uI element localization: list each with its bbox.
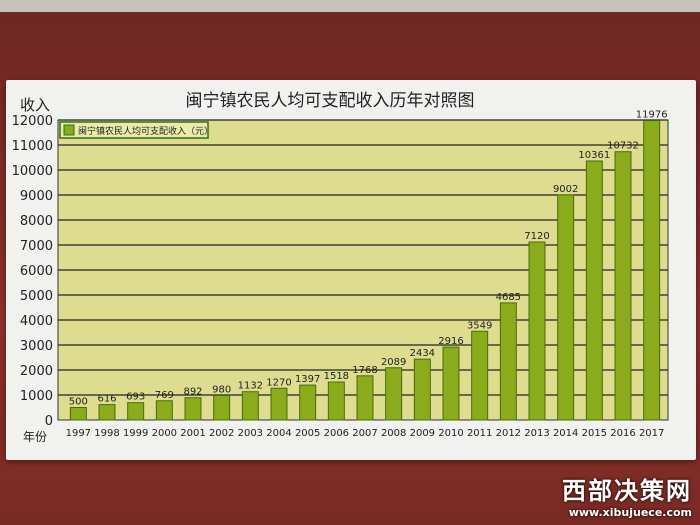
x-tick-label-2013: 2013 (524, 428, 549, 439)
x-tick-label-2009: 2009 (410, 428, 435, 439)
bar-2007 (356, 375, 374, 421)
data-label-2015: 10361 (578, 150, 610, 161)
y-tick-label: 0 (45, 414, 53, 429)
data-label-2017: 11976 (636, 110, 668, 121)
watermark-name: 西部决策网 (562, 476, 692, 505)
bar-2017 (643, 120, 661, 421)
legend: 闽宁镇农民人均可支配收入（元） (59, 121, 213, 139)
data-label-2012: 4685 (496, 292, 521, 303)
data-label-2010: 2916 (438, 336, 463, 347)
y-tick-label: 7000 (20, 239, 53, 254)
data-label-2002: 980 (212, 385, 231, 396)
y-axis-label: 收入 (20, 96, 50, 114)
y-tick-label: 11000 (12, 139, 53, 154)
data-label-2013: 7120 (524, 231, 549, 242)
legend-swatch (63, 124, 75, 136)
x-tick-label-2016: 2016 (610, 428, 635, 439)
y-tick-label: 12000 (12, 114, 53, 129)
bar-2003 (241, 391, 259, 421)
y-tick-label: 9000 (20, 189, 53, 204)
bar-2013 (528, 241, 546, 421)
background-strip (0, 0, 700, 12)
data-label-2009: 2434 (410, 348, 435, 359)
x-tick-label-2012: 2012 (496, 428, 521, 439)
y-tick-label: 2000 (20, 364, 53, 379)
bar-2006 (327, 381, 345, 421)
bar-2016 (614, 151, 632, 421)
y-tick-label: 1000 (20, 389, 53, 404)
y-tick-label: 10000 (12, 164, 53, 179)
bar-2014 (557, 194, 575, 421)
legend-label: 闽宁镇农民人均可支配收入（元） (78, 125, 213, 137)
x-tick-label-2005: 2005 (295, 428, 320, 439)
bar-2011 (471, 330, 489, 421)
data-label-2004: 1270 (266, 377, 291, 388)
x-tick-label-2001: 2001 (180, 428, 205, 439)
x-tick-label-2004: 2004 (266, 428, 291, 439)
y-tick-label: 5000 (20, 289, 53, 304)
x-tick-label-2008: 2008 (381, 428, 406, 439)
y-tick-label: 8000 (20, 214, 53, 229)
bar-1997 (69, 407, 87, 421)
x-tick-label-1999: 1999 (123, 428, 148, 439)
x-tick-label-2007: 2007 (352, 428, 377, 439)
x-tick-label-2003: 2003 (238, 428, 263, 439)
data-label-1998: 616 (97, 394, 116, 405)
watermark: 西部决策网 www.xibujuece.com (562, 471, 692, 519)
bar-2001 (184, 397, 202, 421)
data-label-1999: 693 (126, 392, 145, 403)
x-tick-label-2011: 2011 (467, 428, 492, 439)
x-tick-label-2017: 2017 (639, 428, 664, 439)
x-tick-label-2015: 2015 (582, 428, 607, 439)
x-tick-label-2014: 2014 (553, 428, 578, 439)
chart-title: 闽宁镇农民人均可支配收入历年对照图 (186, 91, 475, 111)
bar-2009 (413, 358, 431, 421)
data-label-2008: 2089 (381, 357, 406, 368)
bar-2010 (442, 346, 460, 421)
data-label-2016: 10732 (607, 141, 639, 152)
bar-2008 (385, 367, 403, 421)
watermark-url: www.xibujuece.com (568, 506, 692, 519)
x-tick-label-1998: 1998 (94, 428, 119, 439)
bar-2002 (213, 395, 231, 421)
bar-2012 (499, 302, 517, 421)
bar-2000 (155, 400, 173, 421)
bar-2004 (270, 387, 288, 421)
bar-2015 (585, 160, 603, 421)
x-tick-label-2010: 2010 (438, 428, 463, 439)
x-tick-label-1997: 1997 (66, 428, 91, 439)
data-label-2000: 769 (155, 390, 174, 401)
y-tick-label: 4000 (20, 314, 53, 329)
data-label-2005: 1397 (295, 374, 320, 385)
data-label-2006: 1518 (324, 371, 349, 382)
data-label-2011: 3549 (467, 320, 492, 331)
data-label-1997: 500 (69, 397, 88, 408)
y-tick-label: 6000 (20, 264, 53, 279)
bar-2005 (299, 384, 317, 421)
x-tick-label-2000: 2000 (152, 428, 177, 439)
data-label-2007: 1768 (352, 365, 377, 376)
x-tick-label-2006: 2006 (324, 428, 349, 439)
bar-1998 (98, 404, 116, 421)
data-label-2003: 1132 (238, 381, 263, 392)
y-tick-label: 3000 (20, 339, 53, 354)
data-label-2001: 892 (183, 387, 202, 398)
bar-1999 (127, 402, 145, 421)
x-tick-label-2002: 2002 (209, 428, 234, 439)
data-label-2014: 9002 (553, 184, 578, 195)
x-axis-label: 年份 (23, 430, 47, 444)
